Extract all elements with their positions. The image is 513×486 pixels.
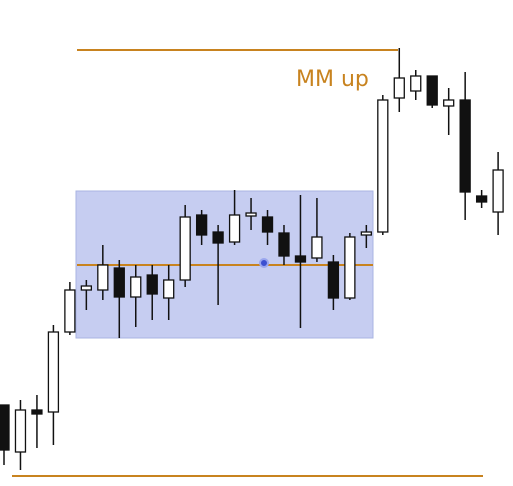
candle-body (294, 255, 307, 263)
candle-body (14, 409, 27, 453)
candle-body (360, 231, 372, 236)
candle-body (492, 169, 504, 213)
candle-body (377, 99, 389, 233)
candle-body (64, 289, 76, 333)
annotation: MM up (296, 67, 369, 92)
cursor-dot (259, 258, 269, 268)
candle-body (393, 77, 405, 99)
candle-body (410, 75, 422, 92)
candle-body (228, 214, 241, 243)
candle-body (97, 264, 109, 291)
candle-body (31, 409, 43, 415)
candle-body (212, 231, 224, 244)
candle-body (278, 232, 290, 257)
candle-body (261, 216, 274, 233)
candle-body (245, 212, 257, 217)
candle-body (80, 285, 92, 291)
candle-body (179, 216, 191, 281)
candle-body (113, 267, 125, 298)
candle-body (426, 75, 438, 106)
candle-body (459, 99, 471, 193)
candle-body (195, 214, 208, 236)
candle-body (475, 195, 488, 203)
candle-body (130, 276, 142, 298)
candle-body (327, 261, 340, 299)
candle-body (146, 274, 158, 295)
candle-body (163, 279, 175, 299)
candle-body (344, 236, 356, 299)
candle-body (443, 99, 455, 107)
candle-body (0, 404, 10, 451)
candle-body (311, 236, 323, 259)
candle-body (47, 331, 60, 413)
